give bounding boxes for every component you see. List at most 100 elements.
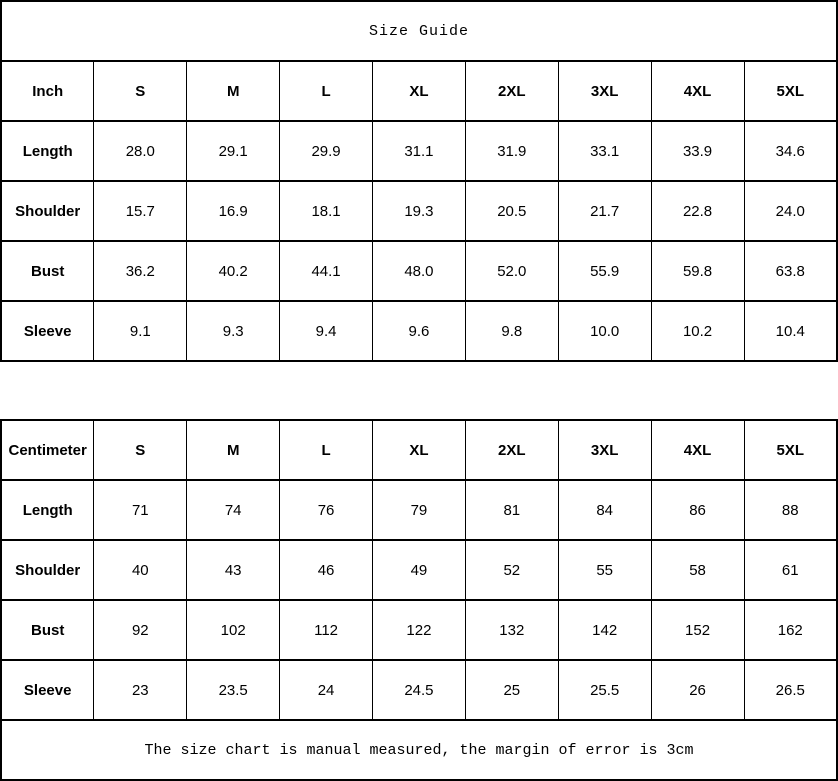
- size-value-cell: 88: [743, 479, 838, 541]
- size-column-header: 4XL: [650, 419, 745, 481]
- size-value-cell: 10.4: [743, 300, 838, 362]
- size-value-cell: 21.7: [557, 180, 652, 242]
- size-value-cell: 23: [93, 659, 188, 721]
- measure-row-label: Bust: [0, 599, 95, 661]
- title-row: Size Guide: [0, 0, 838, 62]
- table-row: Length 71 74 76 79 81 84 86 88: [0, 479, 838, 541]
- table-row: Bust 92 102 112 122 132 142 152 162: [0, 599, 838, 661]
- inch-header-row: Inch S M L XL 2XL 3XL 4XL 5XL: [0, 60, 838, 122]
- size-column-header: 2XL: [464, 419, 559, 481]
- table-row: Shoulder 15.7 16.9 18.1 19.3 20.5 21.7 2…: [0, 180, 838, 242]
- size-column-header: XL: [372, 419, 466, 481]
- table-row: Shoulder 40 43 46 49 52 55 58 61: [0, 539, 838, 601]
- size-value-cell: 33.1: [557, 120, 652, 182]
- size-value-cell: 9.8: [464, 300, 559, 362]
- size-value-cell: 102: [186, 599, 281, 661]
- table-row: Length 28.0 29.1 29.9 31.1 31.9 33.1 33.…: [0, 120, 838, 182]
- size-value-cell: 86: [650, 479, 745, 541]
- measure-row-label: Length: [0, 479, 95, 541]
- size-column-header: 2XL: [464, 60, 559, 122]
- size-value-cell: 152: [650, 599, 745, 661]
- size-value-cell: 22.8: [650, 180, 745, 242]
- size-column-header: 3XL: [557, 60, 652, 122]
- size-value-cell: 59.8: [650, 240, 745, 302]
- unit-header-centimeter: Centimeter: [0, 419, 95, 481]
- size-column-header: S: [93, 60, 188, 122]
- size-value-cell: 26.5: [743, 659, 838, 721]
- size-value-cell: 16.9: [186, 180, 281, 242]
- size-value-cell: 132: [464, 599, 559, 661]
- size-value-cell: 28.0: [93, 120, 188, 182]
- size-value-cell: 19.3: [372, 180, 466, 242]
- size-value-cell: 9.6: [372, 300, 466, 362]
- size-value-cell: 20.5: [464, 180, 559, 242]
- size-value-cell: 52.0: [464, 240, 559, 302]
- size-value-cell: 24.0: [743, 180, 838, 242]
- centimeter-size-table: Centimeter S M L XL 2XL 3XL 4XL 5XL Leng…: [0, 419, 838, 781]
- size-column-header: L: [279, 419, 373, 481]
- size-value-cell: 26: [650, 659, 745, 721]
- size-value-cell: 142: [557, 599, 652, 661]
- measure-row-label: Shoulder: [0, 180, 95, 242]
- size-value-cell: 40: [93, 539, 188, 601]
- size-value-cell: 43: [186, 539, 281, 601]
- size-value-cell: 81: [464, 479, 559, 541]
- size-value-cell: 46: [279, 539, 373, 601]
- footer-row: The size chart is manual measured, the m…: [0, 719, 838, 781]
- size-value-cell: 36.2: [93, 240, 188, 302]
- size-value-cell: 29.9: [279, 120, 373, 182]
- size-value-cell: 24.5: [372, 659, 466, 721]
- size-value-cell: 24: [279, 659, 373, 721]
- size-value-cell: 9.1: [93, 300, 188, 362]
- centimeter-header-row: Centimeter S M L XL 2XL 3XL 4XL 5XL: [0, 419, 838, 481]
- size-value-cell: 48.0: [372, 240, 466, 302]
- size-value-cell: 44.1: [279, 240, 373, 302]
- measure-row-label: Sleeve: [0, 300, 95, 362]
- size-value-cell: 71: [93, 479, 188, 541]
- unit-header-inch: Inch: [0, 60, 95, 122]
- size-value-cell: 29.1: [186, 120, 281, 182]
- size-guide-title: Size Guide: [0, 0, 838, 62]
- size-value-cell: 10.0: [557, 300, 652, 362]
- size-value-cell: 25: [464, 659, 559, 721]
- size-value-cell: 9.3: [186, 300, 281, 362]
- size-value-cell: 79: [372, 479, 466, 541]
- size-column-header: 5XL: [743, 419, 838, 481]
- size-value-cell: 18.1: [279, 180, 373, 242]
- measure-row-label: Length: [0, 120, 95, 182]
- size-value-cell: 76: [279, 479, 373, 541]
- table-row: Sleeve 23 23.5 24 24.5 25 25.5 26 26.5: [0, 659, 838, 721]
- size-column-header: XL: [372, 60, 466, 122]
- size-value-cell: 74: [186, 479, 281, 541]
- size-value-cell: 31.1: [372, 120, 466, 182]
- size-value-cell: 10.2: [650, 300, 745, 362]
- size-value-cell: 112: [279, 599, 373, 661]
- size-value-cell: 49: [372, 539, 466, 601]
- inch-size-table: Size Guide Inch S M L XL 2XL 3XL 4XL 5XL…: [0, 0, 838, 362]
- table-row: Bust 36.2 40.2 44.1 48.0 52.0 55.9 59.8 …: [0, 240, 838, 302]
- size-column-header: L: [279, 60, 373, 122]
- measure-row-label: Sleeve: [0, 659, 95, 721]
- size-value-cell: 34.6: [743, 120, 838, 182]
- footer-note: The size chart is manual measured, the m…: [0, 719, 838, 781]
- size-column-header: M: [186, 60, 281, 122]
- size-value-cell: 9.4: [279, 300, 373, 362]
- size-column-header: 4XL: [650, 60, 745, 122]
- size-column-header: M: [186, 419, 281, 481]
- size-column-header: S: [93, 419, 188, 481]
- measure-row-label: Bust: [0, 240, 95, 302]
- size-value-cell: 33.9: [650, 120, 745, 182]
- size-value-cell: 61: [743, 539, 838, 601]
- size-value-cell: 52: [464, 539, 559, 601]
- size-value-cell: 55.9: [557, 240, 652, 302]
- size-column-header: 5XL: [743, 60, 838, 122]
- measure-row-label: Shoulder: [0, 539, 95, 601]
- size-value-cell: 23.5: [186, 659, 281, 721]
- size-value-cell: 25.5: [557, 659, 652, 721]
- size-value-cell: 55: [557, 539, 652, 601]
- size-value-cell: 162: [743, 599, 838, 661]
- size-value-cell: 92: [93, 599, 188, 661]
- size-value-cell: 40.2: [186, 240, 281, 302]
- size-value-cell: 84: [557, 479, 652, 541]
